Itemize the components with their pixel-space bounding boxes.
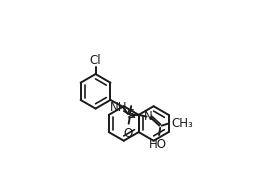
Text: CH₃: CH₃ — [172, 117, 193, 130]
Text: HO: HO — [149, 138, 167, 151]
Text: S: S — [126, 108, 134, 121]
Text: Cl: Cl — [90, 54, 101, 67]
Text: O: O — [124, 127, 133, 140]
Text: NH: NH — [110, 101, 128, 113]
Text: N: N — [144, 110, 153, 123]
